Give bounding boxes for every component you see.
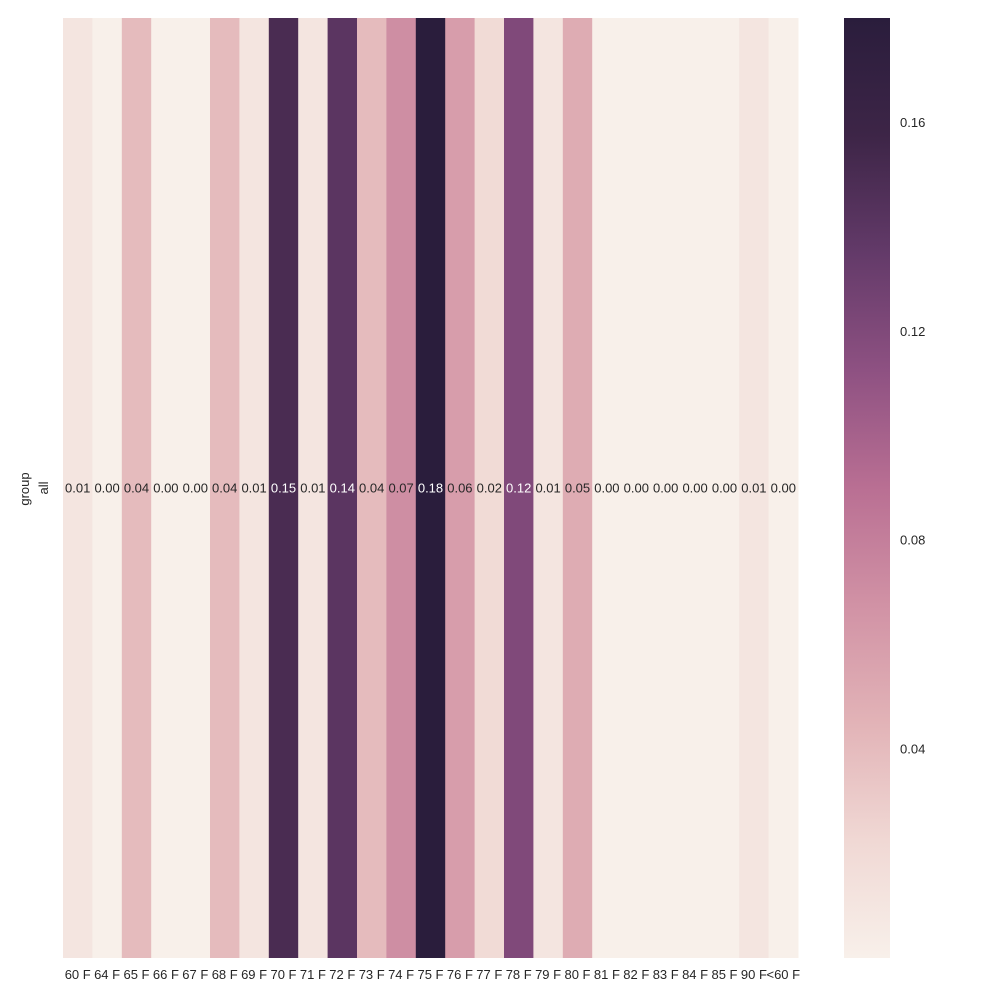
heatmap-cell <box>357 18 387 958</box>
x-tick-label: 84 F <box>682 967 708 982</box>
colorbar-tick-label: 0.08 <box>900 533 925 548</box>
x-tick-label: 68 F <box>212 967 238 982</box>
heatmap-cell <box>592 18 623 958</box>
cell-value-label: 0.00 <box>594 481 619 496</box>
colorbar-tick-label: 0.16 <box>900 115 925 130</box>
cell-value-label: 0.12 <box>506 481 531 496</box>
cell-value-label: 0.01 <box>741 481 766 496</box>
colorbar-tick-label: 0.04 <box>900 742 925 757</box>
heatmap-cell <box>562 18 593 958</box>
heatmap-cell <box>739 18 770 958</box>
x-tick-label: 75 F <box>417 967 443 982</box>
heatmap-cell <box>651 18 681 958</box>
colorbar <box>844 18 890 958</box>
heatmap-cell <box>151 18 182 958</box>
cell-value-label: 0.14 <box>330 481 355 496</box>
x-tick-label: 70 F <box>270 967 296 982</box>
y-tick-label: all <box>36 481 51 494</box>
cell-value-label: 0.01 <box>535 481 560 496</box>
x-tick-label: 77 F <box>476 967 502 982</box>
heatmap-cell <box>533 18 564 958</box>
cell-value-label: 0.01 <box>300 481 325 496</box>
x-tick-label: 82 F <box>623 967 649 982</box>
heatmap-cell <box>386 18 417 958</box>
x-tick-label: <60 F <box>766 967 800 982</box>
cell-value-label: 0.01 <box>65 481 90 496</box>
heatmap-cell <box>180 18 211 958</box>
x-tick-label: 80 F <box>564 967 590 982</box>
cell-value-label: 0.00 <box>712 481 737 496</box>
heatmap-cell <box>445 18 476 958</box>
cell-value-label: 0.00 <box>94 481 119 496</box>
cell-value-label: 0.00 <box>653 481 678 496</box>
cell-value-label: 0.00 <box>682 481 707 496</box>
heatmap-cell <box>709 18 740 958</box>
x-tick-label: 71 F <box>300 967 326 982</box>
colorbar-ticks: 0.04 0.08 0.12 0.16 <box>900 115 925 757</box>
heatmap-cell <box>298 18 329 958</box>
heatmap-cell <box>474 18 505 958</box>
heatmap-cell <box>621 18 652 958</box>
x-tick-label: 83 F <box>653 967 679 982</box>
cell-value-label: 0.00 <box>183 481 208 496</box>
heatmap-cell <box>63 18 93 958</box>
cell-annotations: 0.01 0.00 0.04 0.00 0.00 0.04 0.01 0.15 0.01 0.14… <box>65 481 796 496</box>
heatmap-cells <box>63 18 799 958</box>
x-tick-label: 90 F <box>741 967 767 982</box>
cell-value-label: 0.15 <box>271 481 296 496</box>
cell-value-label: 0.00 <box>624 481 649 496</box>
x-tick-label: 66 F <box>153 967 179 982</box>
x-tick-label: 60 F <box>65 967 91 982</box>
cell-value-label: 0.04 <box>359 481 384 496</box>
x-tick-label: 76 F <box>447 967 473 982</box>
heatmap-cell <box>239 18 270 958</box>
y-axis-label: group <box>17 472 32 505</box>
cell-value-label: 0.01 <box>241 481 266 496</box>
cell-value-label: 0.00 <box>771 481 796 496</box>
heatmap-cell <box>92 18 123 958</box>
cell-value-label: 0.06 <box>447 481 472 496</box>
colorbar-tick-label: 0.12 <box>900 324 925 339</box>
heatmap-cell <box>680 18 711 958</box>
heatmap-cell <box>268 18 299 958</box>
y-tick-labels: all <box>36 481 51 494</box>
cell-value-label: 0.18 <box>418 481 443 496</box>
cell-value-label: 0.04 <box>124 481 149 496</box>
cell-value-label: 0.07 <box>388 481 413 496</box>
cell-value-label: 0.02 <box>477 481 502 496</box>
x-tick-label: 69 F <box>241 967 267 982</box>
heatmap-cell <box>210 18 240 958</box>
heatmap-cell <box>768 18 799 958</box>
cell-value-label: 0.05 <box>565 481 590 496</box>
cell-value-label: 0.04 <box>212 481 237 496</box>
x-tick-label: 79 F <box>535 967 561 982</box>
x-tick-label: 65 F <box>123 967 149 982</box>
heatmap-cell <box>504 18 534 958</box>
x-tick-label: 64 F <box>94 967 120 982</box>
x-tick-label: 74 F <box>388 967 414 982</box>
x-tick-label: 67 F <box>182 967 208 982</box>
x-tick-label: 72 F <box>329 967 355 982</box>
x-tick-label: 73 F <box>359 967 385 982</box>
heatmap-cell <box>121 18 152 958</box>
x-tick-label: 81 F <box>594 967 620 982</box>
x-tick-label: 78 F <box>506 967 532 982</box>
x-tick-labels: 60 F 64 F 65 F 66 F 67 F 68 F 69 F 70 F 71 F 72 F… <box>65 967 800 982</box>
x-tick-label: 85 F <box>711 967 737 982</box>
heatmap-cell <box>327 18 358 958</box>
cell-value-label: 0.00 <box>153 481 178 496</box>
heatmap-cell <box>415 18 446 958</box>
